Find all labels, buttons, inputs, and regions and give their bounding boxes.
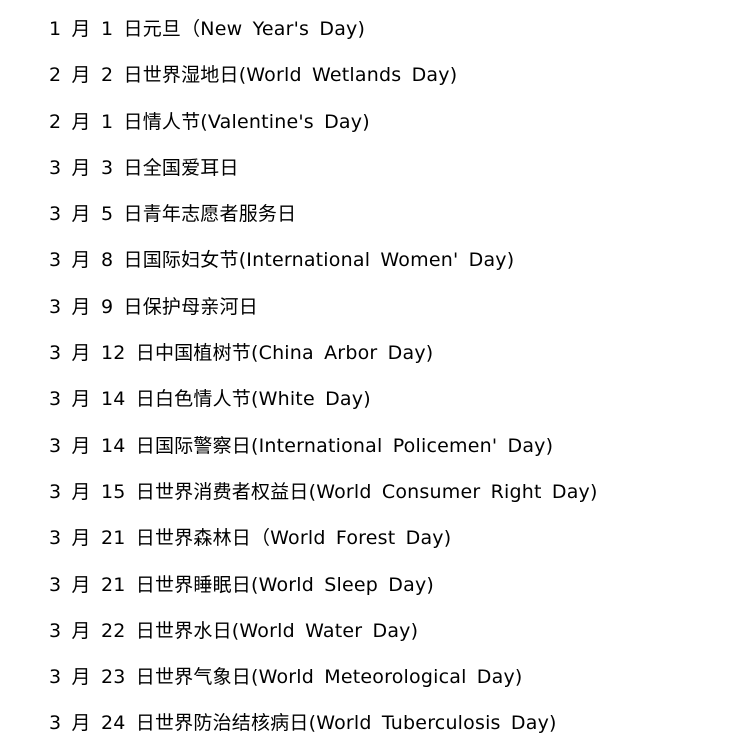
holiday-entry: 3 月 21 日世界睡眠日(World Sleep Day) bbox=[49, 573, 435, 596]
holiday-entry: 3 月 8 日国际妇女节(International Women' Day) bbox=[49, 249, 515, 272]
holiday-entry: 1 月 1 日元旦（New Year's Day) bbox=[49, 18, 366, 40]
holiday-entry: 3 月 9 日保护母亲河日 bbox=[49, 295, 258, 318]
holiday-entry: 3 月 15 日世界消费者权益日(World Consumer Right Da… bbox=[49, 480, 598, 503]
holiday-entry: 3 月 14 日白色情人节(White Day) bbox=[49, 388, 371, 411]
holiday-entry: 3 月 21 日世界森林日（World Forest Day) bbox=[49, 527, 452, 550]
holiday-entry: 3 月 24 日世界防治结核病日(World Tuberculosis Day) bbox=[49, 712, 557, 735]
holiday-entry: 3 月 14 日国际警察日(International Policemen' D… bbox=[49, 434, 554, 457]
holiday-entry: 3 月 3 日全国爱耳日 bbox=[49, 156, 239, 179]
holiday-entry: 3 月 23 日世界气象日(World Meteorological Day) bbox=[49, 666, 523, 689]
holiday-entry: 3 月 22 日世界水日(World Water Day) bbox=[49, 619, 419, 642]
holiday-entry: 3 月 5 日青年志愿者服务日 bbox=[49, 203, 297, 226]
holiday-entry: 2 月 2 日世界湿地日(World Wetlands Day) bbox=[49, 64, 458, 87]
holiday-entry: 3 月 12 日中国植树节(China Arbor Day) bbox=[49, 342, 434, 365]
holiday-list: 1 月 1 日元旦（New Year's Day) 2 月 2 日世界湿地日(W… bbox=[49, 12, 598, 753]
holiday-entry: 2 月 1 日情人节(Valentine's Day) bbox=[49, 110, 370, 133]
